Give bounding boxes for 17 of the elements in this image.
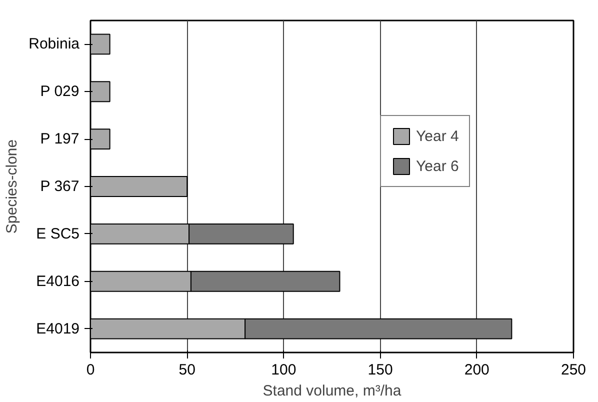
x-tick-label: 200	[464, 362, 490, 378]
legend-label: Year 6	[416, 158, 459, 174]
y-tick-label: P 197	[40, 130, 80, 148]
y-tick-label: E SC5	[36, 225, 80, 242]
legend-label: Year 4	[416, 128, 459, 144]
x-axis-title: Stand volume, m³/ha	[262, 382, 402, 400]
y-tick-label: E4016	[36, 272, 80, 290]
x-tick-label: 100	[271, 362, 296, 378]
y-axis-title: Species-clone	[4, 139, 21, 234]
x-tick-label: 0	[86, 362, 95, 378]
y-tick-label: E4019	[36, 320, 80, 338]
y-tick-label: P 029	[40, 83, 80, 100]
x-tick-label: 250	[560, 362, 586, 378]
x-tick-label: 50	[178, 362, 196, 378]
x-tick-label: 150	[368, 362, 393, 378]
y-tick-label: P 367	[40, 178, 80, 195]
y-tick-label: Robinia	[28, 36, 80, 53]
